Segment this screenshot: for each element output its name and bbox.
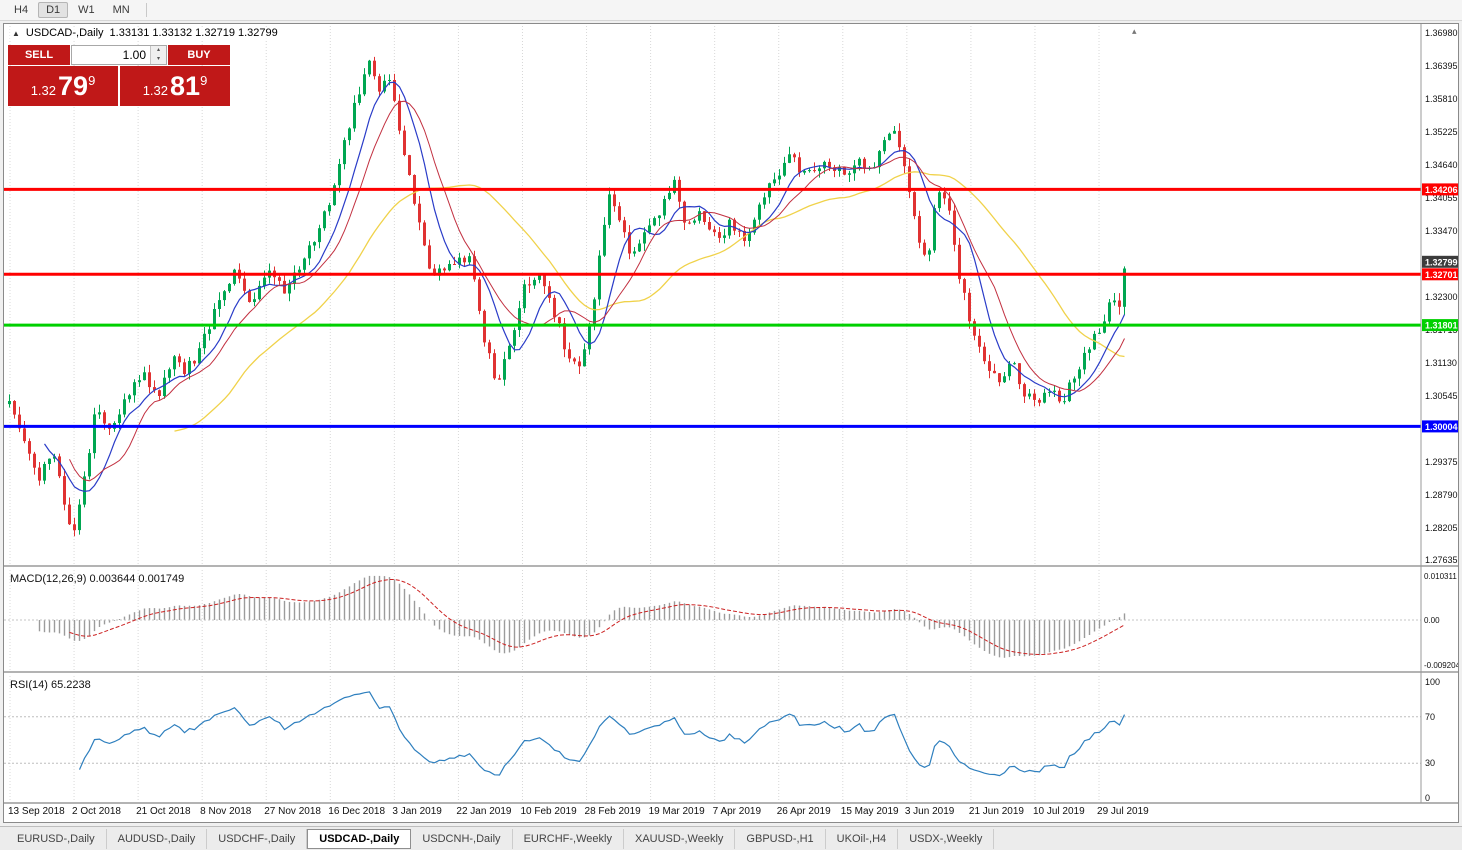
svg-text:1.29375: 1.29375: [1425, 457, 1458, 467]
svg-text:7 Apr 2019: 7 Apr 2019: [713, 806, 762, 817]
volume-stepper: ▴ ▾: [150, 46, 166, 64]
rsi-pane: 100 70 30 0: [4, 677, 1440, 803]
timeframe-button-mn[interactable]: MN: [112, 4, 130, 16]
svg-text:15 May 2019: 15 May 2019: [841, 806, 899, 817]
tab-xauusd-weekly[interactable]: XAUUSD-,Weekly: [624, 828, 736, 849]
svg-text:16 Dec 2018: 16 Dec 2018: [328, 806, 385, 817]
one-click-trading-panel: SELL 1.00 ▴ ▾ BUY 1.32 79 9 1.32 81 9: [8, 45, 230, 106]
svg-text:28 Feb 2019: 28 Feb 2019: [585, 806, 642, 817]
tab-usdchf-daily[interactable]: USDCHF-,Daily: [207, 828, 308, 849]
quick-trade-toggle-icon[interactable]: ▲: [12, 28, 20, 38]
svg-text:21 Oct 2018: 21 Oct 2018: [136, 806, 191, 817]
tab-ukoil-h4[interactable]: UKOil-,H4: [826, 828, 899, 849]
chart-header: ▲ USDCAD-,Daily 1.33131 1.33132 1.32719 …: [10, 27, 280, 39]
svg-text:1.34640: 1.34640: [1425, 160, 1458, 170]
svg-text:1.28205: 1.28205: [1425, 523, 1458, 533]
horizontal-level-lines[interactable]: [4, 187, 1421, 428]
svg-text:0.010311: 0.010311: [1424, 572, 1457, 581]
symbol-tab-bar: EURUSD-,Daily AUDUSD-,Daily USDCHF-,Daily U…: [0, 826, 1462, 850]
svg-text:1.32799: 1.32799: [1425, 257, 1458, 267]
svg-text:27 Nov 2018: 27 Nov 2018: [264, 806, 321, 817]
svg-text:100: 100: [1425, 677, 1440, 687]
svg-text:29 Jul 2019: 29 Jul 2019: [1097, 806, 1149, 817]
svg-text:1.36980: 1.36980: [1425, 28, 1458, 38]
svg-text:0: 0: [1425, 793, 1430, 803]
svg-text:1.36395: 1.36395: [1425, 61, 1458, 71]
buy-price-base: 1.32: [142, 83, 169, 98]
svg-text:30: 30: [1425, 758, 1435, 768]
timeframe-button-w1[interactable]: W1: [78, 4, 95, 16]
chart-window: 0.010311 0.00 -0.009204 100 70 30 0 1.36980 1.…: [3, 23, 1459, 823]
svg-text:10 Feb 2019: 10 Feb 2019: [520, 806, 577, 817]
candlestick-series: [8, 56, 1126, 537]
chart-ohlc-values: 1.33131 1.33132 1.32719 1.32799: [109, 27, 278, 39]
tab-usdx-weekly[interactable]: USDX-,Weekly: [898, 828, 995, 849]
timeframe-toolbar: H4 D1 W1 MN: [0, 0, 1462, 21]
svg-text:1.28790: 1.28790: [1425, 490, 1458, 500]
sell-button[interactable]: SELL: [8, 45, 70, 65]
tab-usdcnh-daily[interactable]: USDCNH-,Daily: [411, 828, 513, 849]
svg-text:13 Sep 2018: 13 Sep 2018: [8, 806, 65, 817]
tab-gbpusd-h1[interactable]: GBPUSD-,H1: [735, 828, 826, 849]
svg-text:2 Oct 2018: 2 Oct 2018: [72, 806, 121, 817]
svg-text:26 Apr 2019: 26 Apr 2019: [777, 806, 831, 817]
svg-text:3 Jan 2019: 3 Jan 2019: [392, 806, 442, 817]
volume-value[interactable]: 1.00: [122, 48, 146, 62]
volume-decrease-button[interactable]: ▾: [151, 55, 166, 64]
svg-text:RSI(14) 65.2238: RSI(14) 65.2238: [10, 679, 91, 691]
sell-price-sup: 9: [88, 73, 96, 88]
tab-audusd-daily[interactable]: AUDUSD-,Daily: [107, 828, 208, 849]
price-axis[interactable]: 1.36980 1.36395 1.35810 1.35225 1.34640 1.340…: [1422, 28, 1458, 565]
buy-price-button[interactable]: 1.32 81 9: [120, 66, 230, 106]
svg-text:3 Jun 2019: 3 Jun 2019: [905, 806, 955, 817]
svg-text:1.35225: 1.35225: [1425, 127, 1458, 137]
buy-price-sup: 9: [200, 73, 208, 88]
moving-average-lines: [44, 81, 1126, 493]
svg-text:1.31130: 1.31130: [1425, 358, 1457, 368]
volume-increase-button[interactable]: ▴: [151, 46, 166, 55]
buy-button[interactable]: BUY: [168, 45, 230, 65]
svg-text:-0.009204: -0.009204: [1424, 661, 1458, 670]
buy-price-big: 81: [170, 71, 201, 101]
svg-text:21 Jun 2019: 21 Jun 2019: [969, 806, 1024, 817]
svg-text:70: 70: [1425, 712, 1435, 722]
tab-usdcad-daily[interactable]: USDCAD-,Daily: [307, 828, 412, 849]
volume-input[interactable]: 1.00 ▴ ▾: [71, 45, 167, 65]
tab-eurchf-weekly[interactable]: EURCHF-,Weekly: [513, 828, 624, 849]
indicator-labels: MACD(12,26,9) 0.003644 0.001749 RSI(14) 6…: [10, 573, 184, 691]
svg-text:8 Nov 2018: 8 Nov 2018: [200, 806, 252, 817]
svg-text:1.34055: 1.34055: [1425, 193, 1458, 203]
time-axis[interactable]: 13 Sep 2018 2 Oct 2018 21 Oct 2018 8 Nov 20…: [8, 806, 1149, 817]
timeframe-button-d1[interactable]: D1: [38, 2, 69, 18]
sell-price-button[interactable]: 1.32 79 9: [8, 66, 118, 106]
svg-text:10 Jul 2019: 10 Jul 2019: [1033, 806, 1085, 817]
svg-text:1.33470: 1.33470: [1425, 226, 1458, 236]
svg-text:1.30004: 1.30004: [1425, 422, 1458, 432]
svg-text:1.34206: 1.34206: [1425, 185, 1458, 195]
svg-text:MACD(12,26,9) 0.003644 0.00174: MACD(12,26,9) 0.003644 0.001749: [10, 573, 184, 585]
chart-gridlines: [9, 26, 1100, 800]
sell-price-base: 1.32: [30, 83, 57, 98]
tab-eurusd-daily[interactable]: EURUSD-,Daily: [6, 828, 107, 849]
svg-text:1.32701: 1.32701: [1425, 270, 1458, 280]
svg-text:1.30545: 1.30545: [1425, 391, 1458, 401]
sell-price-big: 79: [58, 71, 89, 101]
pane-separators[interactable]: [4, 24, 1458, 804]
svg-text:1.27635: 1.27635: [1425, 555, 1458, 565]
svg-text:1.35810: 1.35810: [1425, 94, 1458, 104]
timeframe-button-h4[interactable]: H4: [14, 4, 29, 16]
autoscroll-marker-icon[interactable]: ▴: [1132, 26, 1137, 36]
svg-text:19 Mar 2019: 19 Mar 2019: [649, 806, 706, 817]
chart-symbol-label: USDCAD-,Daily: [25, 27, 104, 39]
svg-text:0.00: 0.00: [1424, 616, 1440, 625]
toolbar-divider: [145, 3, 147, 17]
svg-text:22 Jan 2019: 22 Jan 2019: [456, 806, 511, 817]
svg-text:1.31801: 1.31801: [1425, 321, 1458, 331]
svg-text:1.32300: 1.32300: [1425, 292, 1458, 302]
macd-pane: 0.010311 0.00 -0.009204: [4, 572, 1458, 670]
